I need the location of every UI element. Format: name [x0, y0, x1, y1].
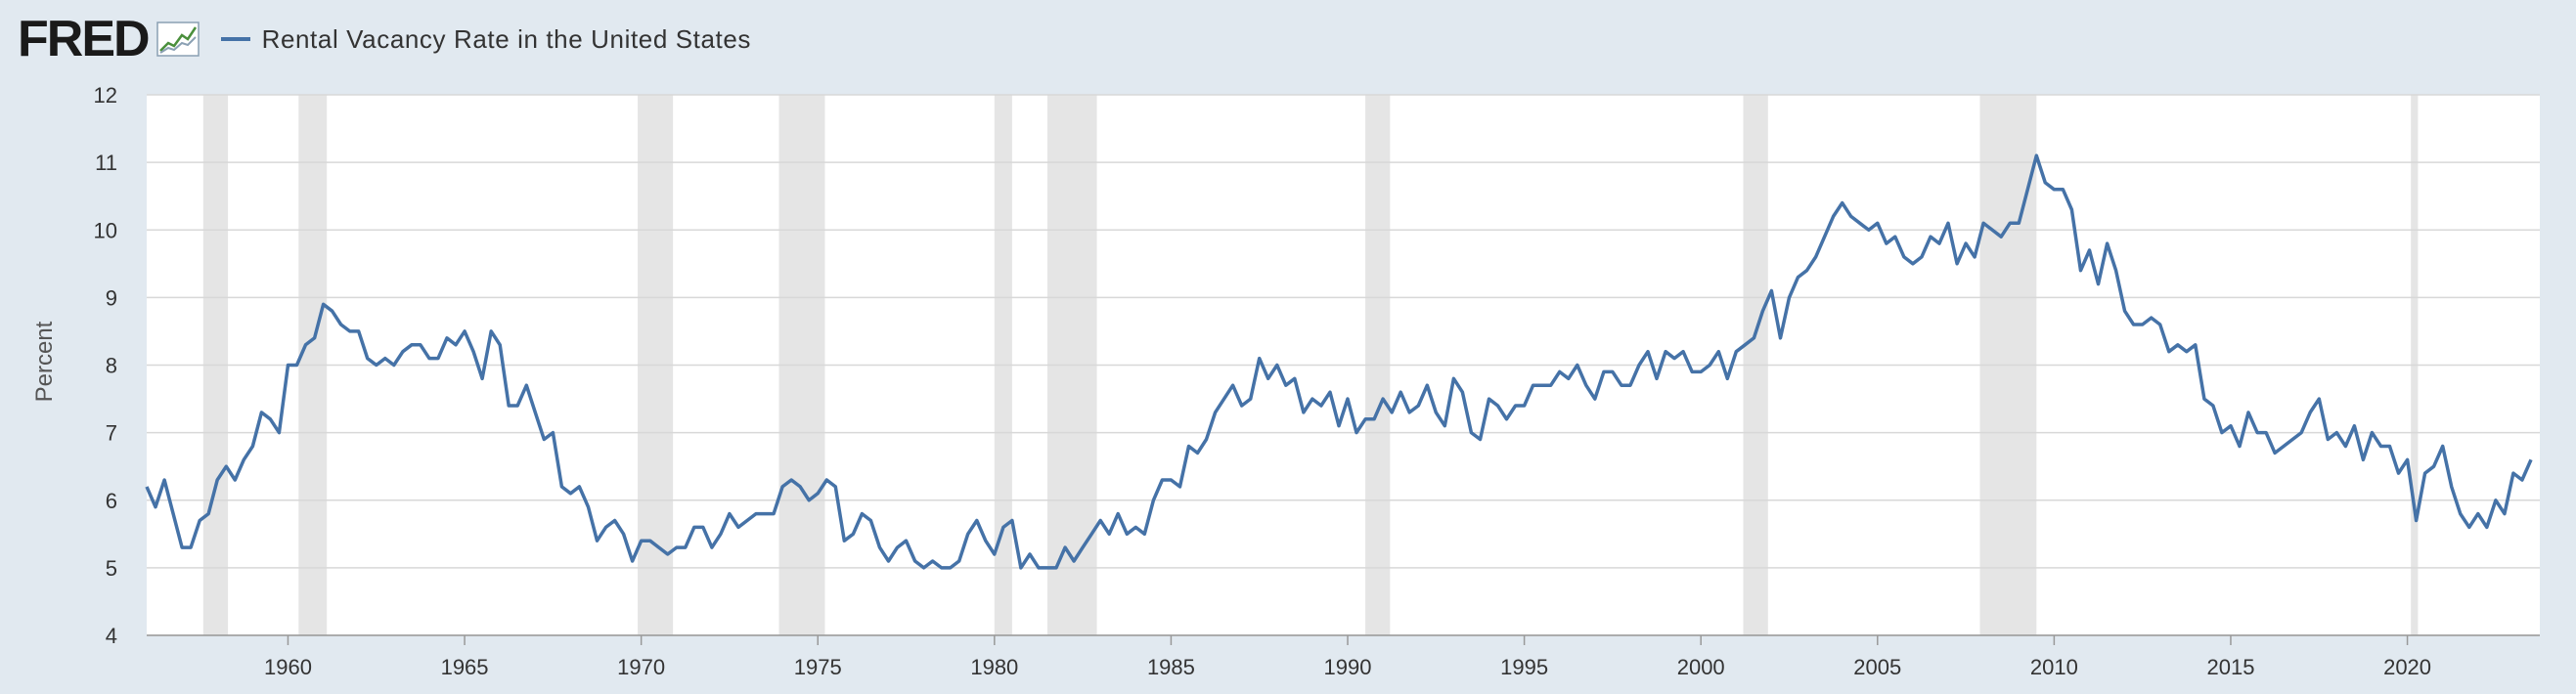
chart-line-icon — [155, 22, 200, 57]
fred-logo[interactable]: FRED — [18, 11, 151, 67]
x-tick-label: 1990 — [1324, 655, 1372, 679]
legend-swatch — [220, 37, 250, 41]
x-tick-label: 1995 — [1500, 655, 1548, 679]
y-tick-label: 7 — [106, 421, 117, 446]
x-tick-label: 2000 — [1677, 655, 1725, 679]
y-tick-label: 11 — [95, 151, 117, 175]
x-tick-label: 2005 — [1853, 655, 1901, 679]
x-tick-label: 2020 — [2383, 655, 2431, 679]
y-tick-label: 6 — [106, 489, 117, 513]
x-tick-label: 2015 — [2206, 655, 2254, 679]
x-tick-label: 2010 — [2030, 655, 2078, 679]
y-tick-label: 10 — [94, 218, 117, 242]
y-tick-label: 8 — [106, 354, 117, 378]
x-tick-label: 1985 — [1147, 655, 1195, 679]
series-title[interactable]: Rental Vacancy Rate in the United States — [261, 23, 752, 54]
legend: Rental Vacancy Rate in the United States — [220, 23, 752, 55]
y-tick-label: 12 — [94, 83, 117, 108]
x-tick-label: 1970 — [617, 655, 665, 679]
y-tick-label: 4 — [106, 624, 117, 648]
series-line — [145, 153, 2533, 570]
x-tick-label: 1975 — [794, 655, 842, 679]
y-tick-label: 5 — [106, 556, 117, 581]
x-tick-label: 1980 — [970, 655, 1018, 679]
x-tick-label: 1960 — [264, 655, 312, 679]
x-tick-label: 1965 — [441, 655, 489, 679]
y-tick-label: 9 — [106, 285, 117, 310]
header: FRED Rental Vacancy Rate in the United S… — [18, 10, 751, 68]
